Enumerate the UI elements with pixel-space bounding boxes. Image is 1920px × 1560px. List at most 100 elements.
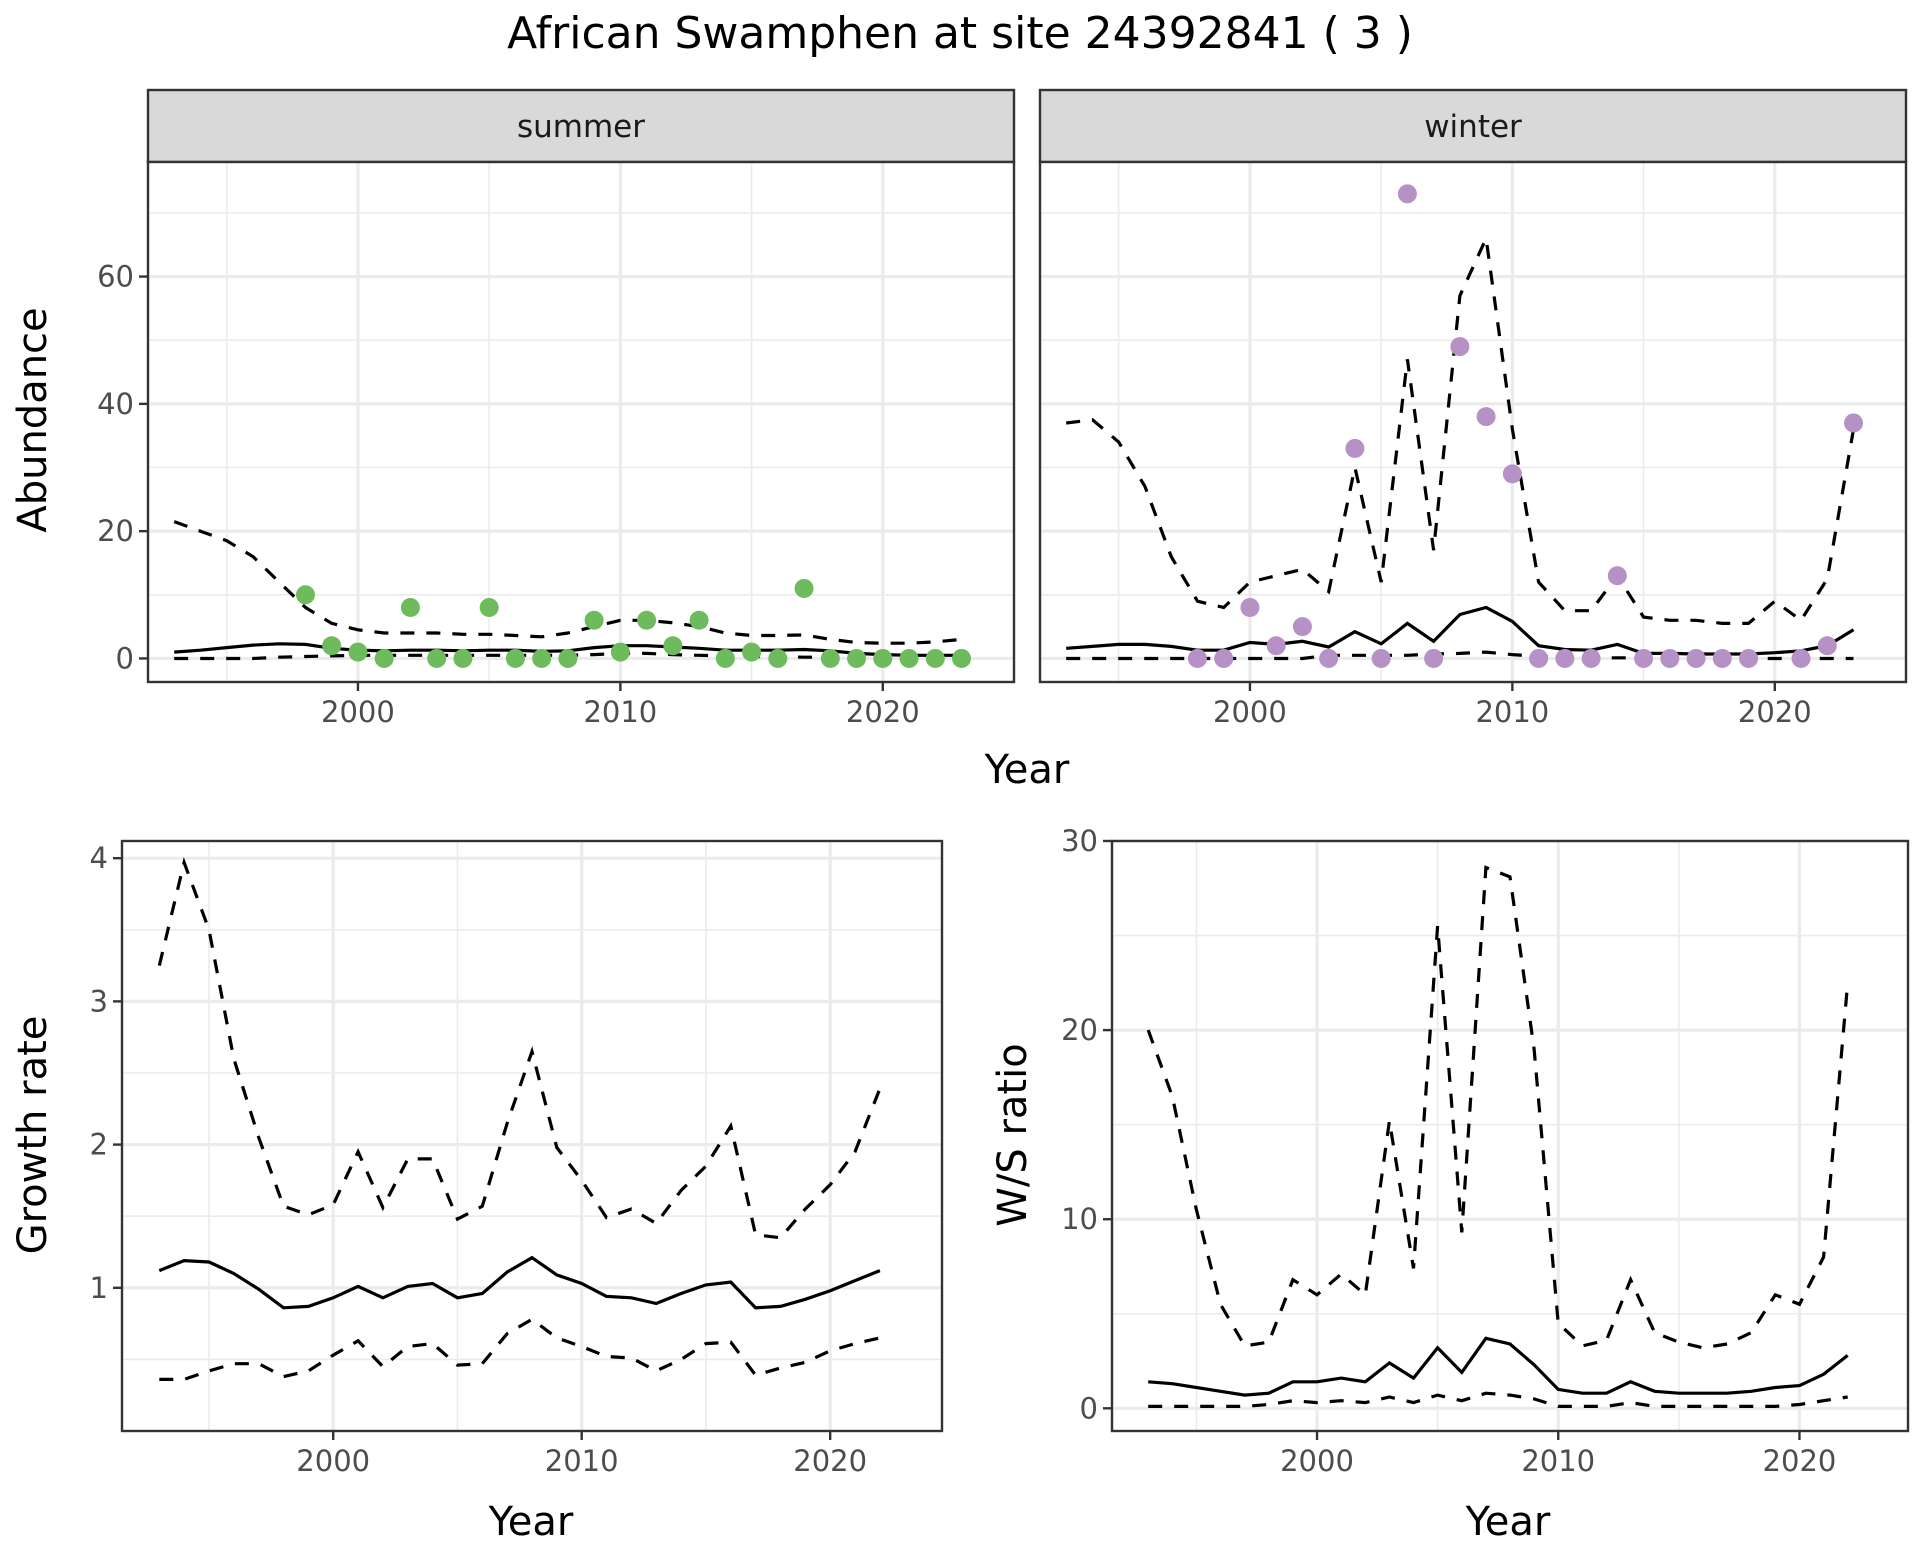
data-point <box>637 610 657 630</box>
strip-summer <box>146 88 1016 164</box>
data-point <box>768 648 788 668</box>
x-tick-label: 2020 <box>793 1444 867 1478</box>
strip-label-winter: winter <box>1424 109 1522 145</box>
abundance-panel-summer: summer 2000 2010 2020 0 20 40 60 <box>97 88 1016 729</box>
data-point <box>610 642 630 662</box>
y-tick-label: 0 <box>116 641 134 675</box>
data-point <box>794 578 814 598</box>
data-point <box>453 648 473 668</box>
y-tick-label: 1 <box>90 1271 108 1305</box>
data-point <box>322 636 342 656</box>
data-point <box>427 648 447 668</box>
mean-line <box>158 1255 881 1310</box>
x-tick-label: 2000 <box>321 695 395 729</box>
lower-bound-line <box>159 1317 881 1381</box>
data-point <box>558 648 578 668</box>
data-point <box>715 648 735 668</box>
data-point <box>1660 648 1680 668</box>
data-point <box>847 648 867 668</box>
data-point <box>1686 648 1706 668</box>
upper-bound-line <box>1066 232 1856 625</box>
ws-ratio-panel: 2000 2010 2020 0 10 20 30 <box>1061 824 1910 1478</box>
data-point <box>1371 648 1391 668</box>
data-point <box>1502 464 1522 484</box>
y-tick-label: 40 <box>97 387 134 421</box>
ws-x-label: Year <box>1465 1499 1551 1545</box>
data-point <box>1292 617 1312 637</box>
mean-line <box>1148 1336 1849 1397</box>
data-point <box>1634 648 1654 668</box>
data-point <box>1214 648 1234 668</box>
x-tick-label: 2010 <box>1521 1444 1595 1478</box>
data-point <box>1266 636 1286 656</box>
y-tick-label: 10 <box>1061 1202 1098 1236</box>
upper-bound-line <box>157 857 882 1240</box>
data-point <box>899 648 919 668</box>
data-point <box>295 585 315 605</box>
y-tick-label: 20 <box>1061 1013 1098 1047</box>
data-point <box>873 648 893 668</box>
data-point <box>925 648 945 668</box>
data-point <box>1424 648 1444 668</box>
y-tick-label: 0 <box>1080 1391 1098 1425</box>
data-point <box>1187 648 1207 668</box>
lower-bound-line <box>1148 1391 1848 1408</box>
x-tick-label: 2010 <box>545 1444 619 1478</box>
data-point <box>1476 407 1496 427</box>
data-point <box>1555 648 1575 668</box>
data-point <box>374 648 394 668</box>
strip-label-summer: summer <box>517 109 645 145</box>
data-point <box>1791 648 1811 668</box>
data-point <box>1739 648 1759 668</box>
y-tick-label: 30 <box>1061 824 1098 858</box>
data-point <box>952 648 972 668</box>
data-point <box>1450 337 1470 357</box>
data-point <box>1844 413 1864 433</box>
data-point <box>1712 648 1732 668</box>
growth-x-label: Year <box>488 1499 574 1545</box>
panel-border <box>1038 160 1908 684</box>
panel-border <box>1110 839 1910 1433</box>
x-tick-label: 2010 <box>583 695 657 729</box>
plot-background <box>1112 841 1908 1431</box>
y-tick-label: 60 <box>97 260 134 294</box>
y-tick-label: 3 <box>90 984 108 1018</box>
data-point <box>689 610 709 630</box>
x-tick-label: 2000 <box>296 1444 370 1478</box>
data-point <box>1319 648 1339 668</box>
x-tick-label: 2000 <box>1213 695 1287 729</box>
abundance-x-label: Year <box>984 747 1070 793</box>
data-point <box>820 648 840 668</box>
data-point <box>1345 438 1365 458</box>
data-point <box>1397 184 1417 204</box>
y-tick-label: 20 <box>97 514 134 548</box>
data-point <box>348 642 368 662</box>
data-point <box>1607 566 1627 586</box>
y-tick-label: 4 <box>90 841 108 875</box>
x-tick-label: 2010 <box>1475 695 1549 729</box>
data-point <box>1817 636 1837 656</box>
growth-y-label: Growth rate <box>10 1016 56 1255</box>
data-point <box>505 648 525 668</box>
panel-border <box>146 160 1016 684</box>
growth-rate-panel: 2000 2010 2020 1 2 3 4 <box>90 839 944 1478</box>
panel-border <box>120 839 944 1433</box>
plot-area-winter: 2000 2010 2020 <box>1038 160 1908 729</box>
upper-bound-line <box>173 520 962 645</box>
data-point <box>400 598 420 618</box>
data-point <box>742 642 762 662</box>
x-tick-label: 2020 <box>1763 1444 1837 1478</box>
data-point <box>1581 648 1601 668</box>
data-point <box>663 636 683 656</box>
data-point <box>1529 648 1549 668</box>
data-point <box>479 598 499 618</box>
figure-title: African Swamphen at site 24392841 ( 3 ) <box>507 8 1413 59</box>
x-tick-label: 2020 <box>1738 695 1812 729</box>
y-tick-label: 2 <box>90 1128 108 1162</box>
x-tick-label: 2000 <box>1280 1444 1354 1478</box>
abundance-panel-winter: winter 2000 2010 2020 <box>1038 88 1908 729</box>
abundance-y-label: Abundance <box>10 307 56 532</box>
plot-area-summer: 2000 2010 2020 0 20 40 60 <box>97 160 1016 729</box>
data-point <box>1240 598 1260 618</box>
